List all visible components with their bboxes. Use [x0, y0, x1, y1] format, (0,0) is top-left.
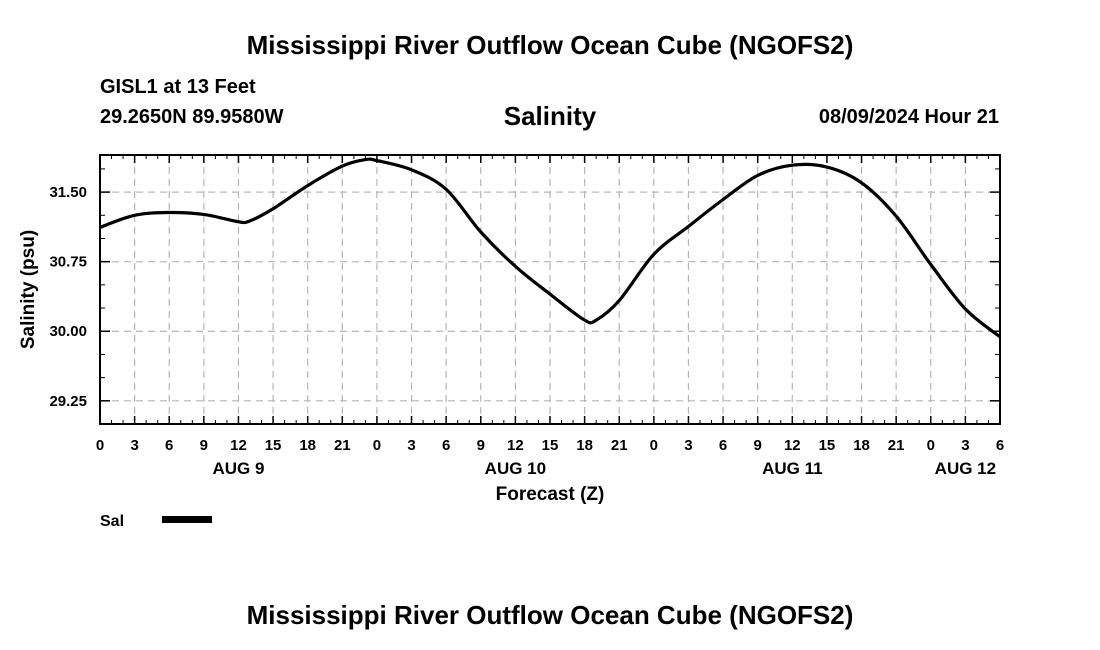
- x-tick-label: 21: [888, 437, 905, 454]
- x-tick-label: 3: [684, 437, 692, 454]
- x-tick-label: 9: [754, 437, 762, 454]
- x-tick-label: 18: [299, 437, 316, 454]
- x-tick-label: 21: [334, 437, 351, 454]
- y-tick-label: 30.75: [49, 254, 87, 271]
- legend-swatch: [162, 516, 212, 523]
- bottom-title: Mississippi River Outflow Ocean Cube (NG…: [246, 600, 854, 630]
- x-tick-label: 18: [576, 437, 593, 454]
- x-day-label: AUG 11: [762, 459, 822, 478]
- x-tick-label: 0: [650, 437, 658, 454]
- series-line-sal: [99, 157, 1001, 339]
- y-axis-title: Salinity (psu): [18, 230, 39, 349]
- station-coordinates: 29.2650N 89.9580W: [100, 106, 284, 128]
- x-tick-label: 21: [611, 437, 628, 454]
- legend-label: Sal: [100, 513, 124, 530]
- y-tick-label: 29.25: [49, 393, 87, 410]
- x-tick-label: 0: [96, 437, 104, 454]
- chart-title: Salinity: [503, 101, 597, 131]
- salinity-chart: 0 3 6 9 12 15 18 21 0 3 6 9 12 15 18 21 0 3 6 9 12 15 18 21 0 3 6 2…: [18, 154, 1004, 530]
- x-day-label: AUG 10: [485, 459, 546, 478]
- x-tick-label: 6: [442, 437, 450, 454]
- x-tick-label: 3: [130, 437, 138, 454]
- x-tick-label: 15: [819, 437, 836, 454]
- x-tick-label: 12: [784, 437, 801, 454]
- x-axis-title: Forecast (Z): [496, 484, 605, 505]
- x-tick-label: 9: [477, 437, 485, 454]
- x-tick-label: 6: [719, 437, 727, 454]
- x-tick-label: 0: [927, 437, 935, 454]
- x-day-label: AUG 12: [935, 459, 996, 478]
- plot-frame: [99, 154, 1001, 425]
- x-tick-label: 3: [407, 437, 415, 454]
- x-tick-label: 3: [961, 437, 969, 454]
- x-tick-label: 9: [200, 437, 208, 454]
- x-day-label: AUG 9: [212, 459, 264, 478]
- x-tick-label: 0: [373, 437, 381, 454]
- y-tick-label: 30.00: [49, 323, 87, 340]
- x-tick-label: 15: [265, 437, 282, 454]
- x-tick-label: 18: [853, 437, 870, 454]
- station-label: GISL1 at 13 Feet: [100, 76, 256, 98]
- x-tick-label: 15: [542, 437, 559, 454]
- x-tick-label: 6: [165, 437, 173, 454]
- main-title: Mississippi River Outflow Ocean Cube (NG…: [246, 30, 854, 60]
- y-tick-label: 31.50: [49, 184, 87, 201]
- forecast-datetime: 08/09/2024 Hour 21: [818, 106, 999, 128]
- x-tick-label: 12: [507, 437, 524, 454]
- x-tick-label: 6: [996, 437, 1004, 454]
- x-tick-label: 12: [230, 437, 247, 454]
